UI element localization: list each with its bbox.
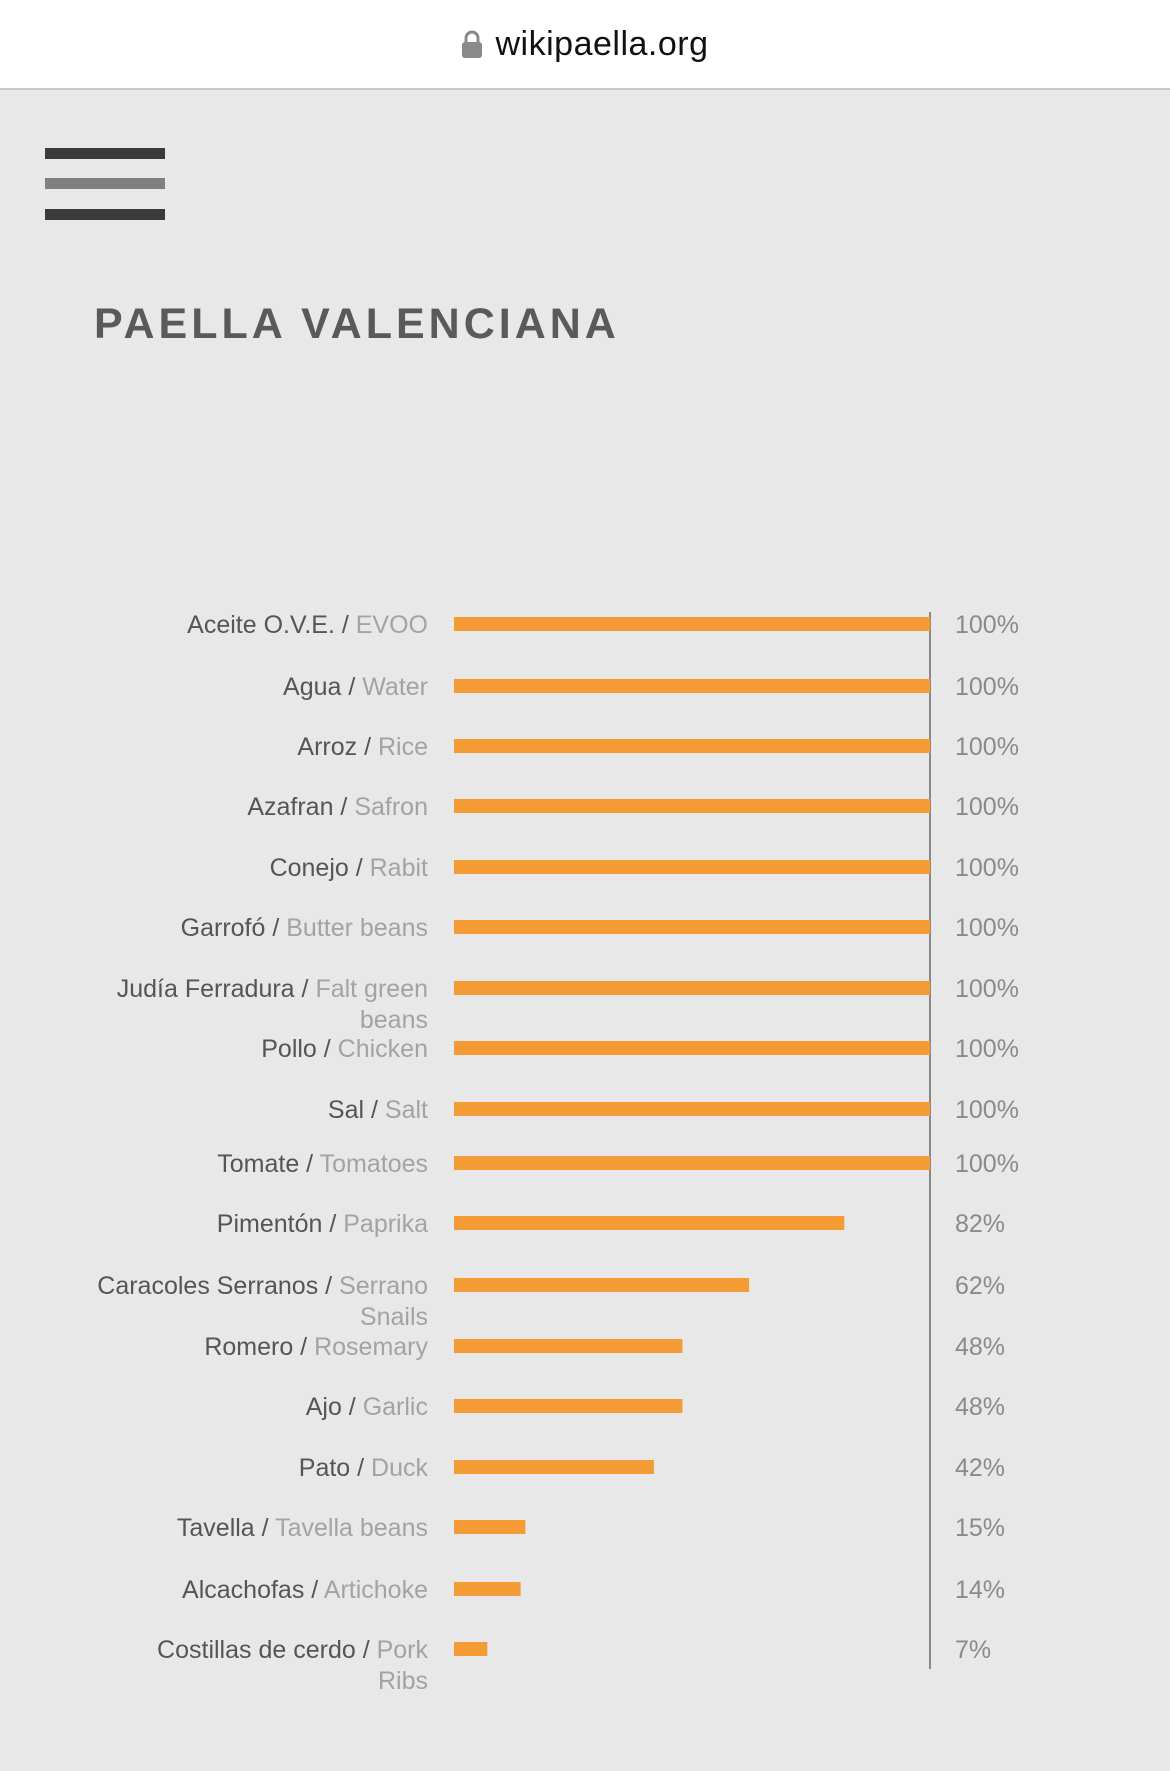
bar <box>454 679 930 693</box>
bar <box>454 1399 683 1413</box>
value-label: 48% <box>955 1393 1005 1421</box>
bar <box>454 1642 488 1656</box>
bar <box>454 860 930 874</box>
bar <box>454 920 930 934</box>
value-label: 14% <box>955 1576 1005 1604</box>
category-label-continued: Snails <box>360 1303 428 1331</box>
value-label: 100% <box>955 854 1019 882</box>
bar <box>454 1520 526 1534</box>
menu-line <box>45 209 165 220</box>
category-label: Aceite O.V.E. / EVOO <box>187 611 428 639</box>
category-label: Agua / Water <box>283 673 428 701</box>
lock-icon <box>461 30 482 58</box>
value-label: 100% <box>955 975 1019 1003</box>
bar <box>454 1278 750 1292</box>
category-label: Costillas de cerdo / Pork <box>157 1636 428 1664</box>
category-label: Tavella / Tavella beans <box>177 1514 428 1542</box>
value-label: 100% <box>955 733 1019 761</box>
menu-line <box>45 178 165 189</box>
category-label: Garrofó / Butter beans <box>181 914 428 942</box>
category-label: Pollo / Chicken <box>261 1035 428 1063</box>
bar <box>454 1041 930 1055</box>
bar <box>454 799 930 813</box>
value-label: 100% <box>955 793 1019 821</box>
bar <box>454 1156 930 1170</box>
value-label: 15% <box>955 1514 1005 1542</box>
category-label: Judía Ferradura / Falt green <box>117 975 428 1003</box>
value-label: 100% <box>955 1035 1019 1063</box>
value-label: 100% <box>955 673 1019 701</box>
category-label: Tomate / Tomatoes <box>217 1150 428 1178</box>
value-label: 100% <box>955 1096 1019 1124</box>
bar <box>454 1102 930 1116</box>
hamburger-menu-icon[interactable] <box>45 148 165 222</box>
category-label: Pimentón / Paprika <box>217 1210 428 1238</box>
category-label: Romero / Rosemary <box>204 1333 428 1361</box>
bar <box>454 739 930 753</box>
value-label: 42% <box>955 1454 1005 1482</box>
value-label: 48% <box>955 1333 1005 1361</box>
category-label: Ajo / Garlic <box>306 1393 428 1421</box>
bar <box>454 981 930 995</box>
menu-line <box>45 148 165 159</box>
bar <box>454 1582 521 1596</box>
category-label: Alcachofas / Artichoke <box>182 1576 428 1604</box>
value-label: 62% <box>955 1272 1005 1300</box>
value-label: 7% <box>955 1636 991 1664</box>
value-label: 100% <box>955 611 1019 639</box>
value-label: 100% <box>955 1150 1019 1178</box>
category-label: Conejo / Rabit <box>270 854 428 882</box>
browser-address-bar[interactable]: wikipaella.org <box>0 0 1170 90</box>
category-label: Azafran / Safron <box>247 793 428 821</box>
category-label: Sal / Salt <box>328 1096 428 1124</box>
bar <box>454 1339 683 1353</box>
category-label-continued: Ribs <box>378 1667 428 1695</box>
bar <box>454 1460 654 1474</box>
url-text[interactable]: wikipaella.org <box>495 24 709 63</box>
category-label: Arroz / Rice <box>297 733 428 761</box>
value-label: 100% <box>955 914 1019 942</box>
category-label: Pato / Duck <box>299 1454 429 1482</box>
page-title: PAELLA VALENCIANA <box>94 300 620 348</box>
category-label-continued: beans <box>360 1006 428 1034</box>
category-label: Caracoles Serranos / Serrano <box>97 1272 428 1300</box>
bar <box>454 617 930 631</box>
ingredient-bar-chart: Aceite O.V.E. / EVOO 100% Agua / Water 100%… <box>97 611 1019 1695</box>
bar <box>454 1216 845 1230</box>
value-label: 82% <box>955 1210 1005 1238</box>
